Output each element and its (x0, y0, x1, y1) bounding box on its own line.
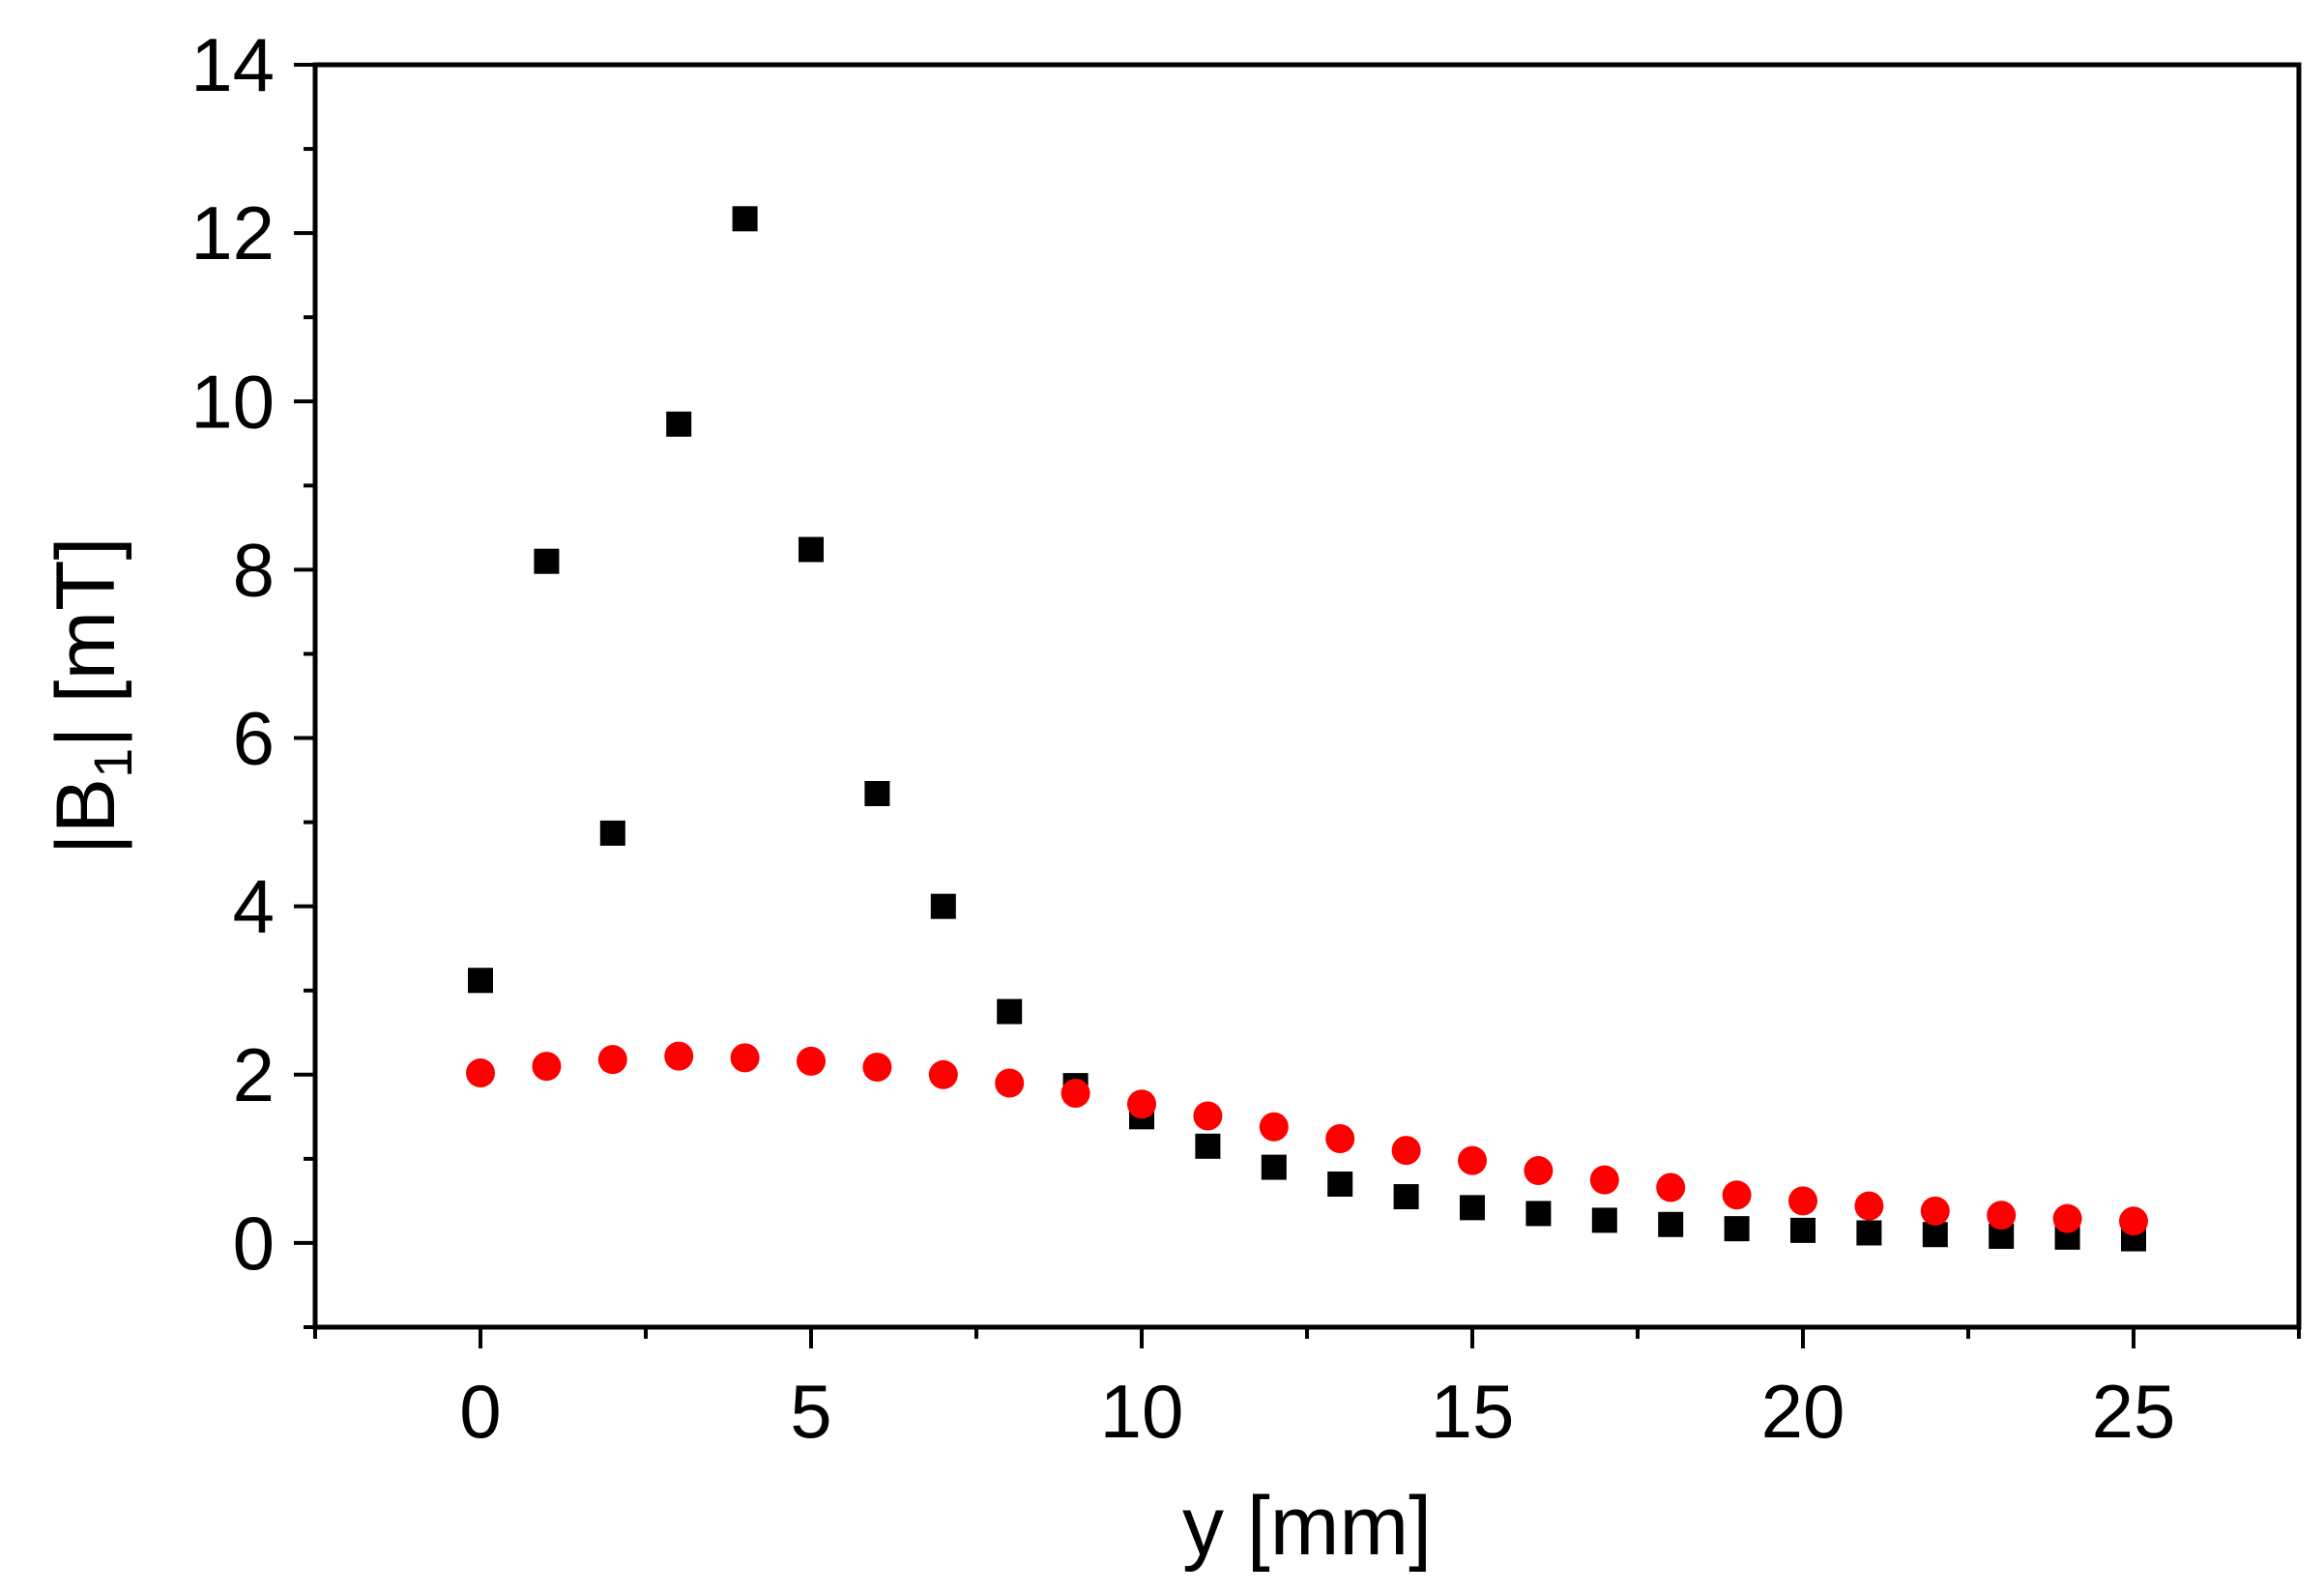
y-tick-label: 2 (233, 1032, 275, 1117)
data-point-square (799, 536, 824, 563)
data-point-circle (1722, 1180, 1752, 1210)
data-point-circle (862, 1052, 892, 1082)
data-point-circle (1458, 1145, 1487, 1175)
data-point-circle (597, 1045, 627, 1075)
data-point-circle (1325, 1123, 1355, 1153)
plot-frame (312, 62, 2302, 1330)
y-tick-label: 4 (233, 864, 275, 949)
data-point-square (534, 548, 560, 574)
data-point-circle (1920, 1196, 1950, 1226)
data-point-circle (2119, 1206, 2148, 1236)
data-point-circle (1656, 1172, 1686, 1202)
data-point-circle (1987, 1201, 2017, 1230)
data-point-circle (1193, 1101, 1223, 1131)
y-tick-label: 10 (190, 359, 275, 444)
data-point-square (1393, 1184, 1419, 1210)
x-tick-label: 10 (1100, 1369, 1184, 1454)
data-point-circle (797, 1046, 826, 1076)
data-point-circle (1788, 1186, 1817, 1216)
data-point-circle (1060, 1078, 1090, 1108)
y-axis-title-main: |B (40, 778, 132, 855)
data-point-circle (2052, 1203, 2082, 1233)
data-point-circle (1259, 1112, 1289, 1142)
data-point-square (1327, 1171, 1353, 1197)
y-tick-label: 14 (190, 22, 275, 107)
y-tick-label: 12 (190, 190, 275, 275)
y-tick-label: 0 (233, 1201, 275, 1286)
x-tick-label: 5 (790, 1369, 831, 1454)
data-point-circle (730, 1043, 760, 1073)
data-point-square (1195, 1133, 1221, 1159)
data-point-square (1856, 1220, 1882, 1246)
x-tick-label: 15 (1431, 1369, 1515, 1454)
x-tick-label: 20 (1761, 1369, 1845, 1454)
data-point-circle (1524, 1156, 1554, 1186)
data-point-square (1790, 1217, 1816, 1243)
x-axis-title: y [mm] (1182, 1480, 1432, 1573)
data-point-square (1591, 1207, 1617, 1233)
data-point-square (1724, 1216, 1750, 1242)
data-point-circle (532, 1052, 562, 1082)
data-point-circle (1589, 1165, 1619, 1195)
data-point-square (1525, 1201, 1552, 1227)
data-point-square (468, 968, 493, 994)
axis-tick-labels: 0 5 10 15 20 25 0 2 4 6 8 10 12 14 (190, 22, 2175, 1454)
data-point-circle (995, 1068, 1025, 1098)
data-point-circle (1854, 1191, 1884, 1221)
data-point-square (997, 999, 1023, 1025)
data-point-square (732, 206, 758, 232)
data-point-square (666, 411, 692, 437)
data-point-square (930, 893, 956, 919)
x-tick-label: 0 (459, 1369, 501, 1454)
data-point-circle (1127, 1089, 1156, 1119)
axis-ticks (294, 63, 2301, 1348)
data-point-square (864, 780, 890, 806)
data-point-circle (466, 1058, 495, 1088)
data-point-circle (664, 1041, 694, 1071)
x-tick-label: 25 (2092, 1369, 2176, 1454)
data-point-square (1922, 1222, 1948, 1248)
data-point-circle (928, 1059, 958, 1089)
data-point-circle (1391, 1136, 1421, 1166)
data-markers (466, 206, 2148, 1252)
data-point-square (1658, 1211, 1684, 1237)
y-axis-title-suffix: | [mT] (40, 536, 132, 747)
data-point-square (599, 820, 625, 846)
y-tick-label: 8 (233, 527, 275, 612)
y-axis-title: |B1| [mT] (40, 536, 143, 854)
y-axis-title-subscript: 1 (82, 748, 143, 778)
data-point-square (1460, 1195, 1485, 1221)
data-point-square (1261, 1154, 1287, 1180)
y-tick-label: 6 (233, 696, 275, 781)
